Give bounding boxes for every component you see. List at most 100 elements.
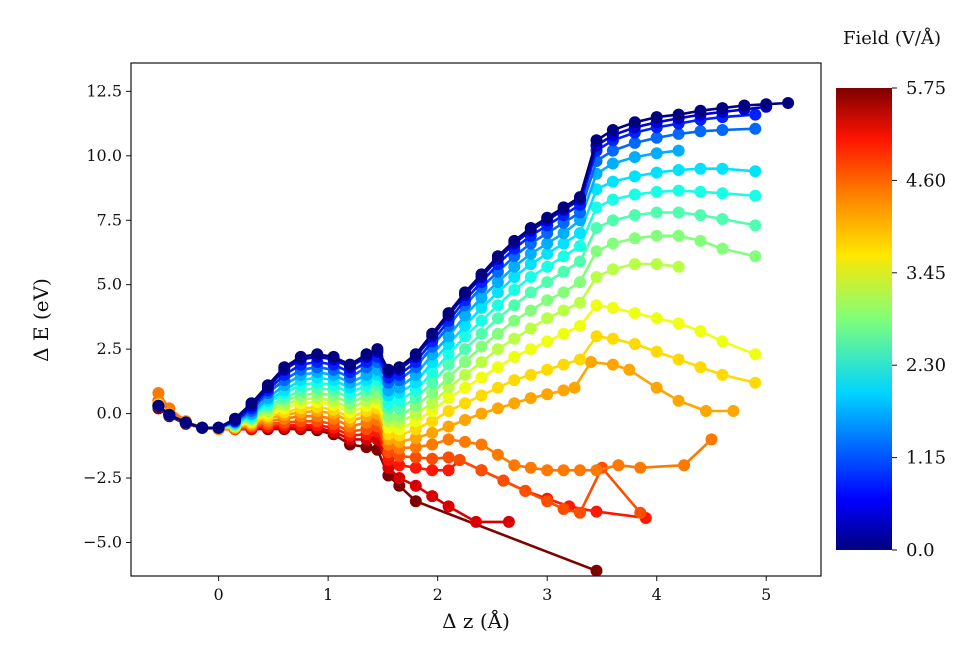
data-point	[426, 438, 439, 451]
data-point	[650, 166, 663, 179]
data-point	[557, 227, 570, 240]
data-point	[152, 399, 165, 412]
data-point	[470, 515, 482, 528]
data-point	[678, 459, 691, 472]
data-point	[453, 454, 466, 466]
data-point	[196, 421, 209, 434]
data-point	[628, 188, 641, 201]
data-point	[749, 219, 762, 232]
data-point	[442, 392, 455, 405]
data-point	[508, 374, 521, 387]
data-point	[409, 461, 422, 474]
data-point	[278, 361, 291, 374]
data-point	[508, 283, 521, 296]
data-point	[163, 408, 176, 421]
data-point	[557, 464, 570, 477]
data-point	[541, 247, 554, 260]
data-point	[574, 353, 586, 366]
data-point	[749, 108, 762, 121]
data-point	[393, 472, 406, 484]
data-point	[524, 286, 537, 299]
data-point	[152, 387, 165, 399]
data-point	[557, 358, 570, 371]
data-point	[749, 165, 762, 178]
data-point	[716, 335, 729, 348]
data-point	[327, 350, 340, 363]
series-field-0	[152, 97, 795, 434]
colorbar-tick-label: 1.15	[906, 448, 946, 469]
data-point	[524, 368, 537, 381]
data-point	[672, 127, 685, 140]
data-point	[716, 242, 729, 255]
data-point	[628, 116, 641, 129]
data-point	[628, 338, 641, 350]
data-point	[606, 237, 619, 250]
data-point	[541, 237, 554, 250]
data-point	[606, 144, 619, 157]
data-point	[491, 312, 504, 325]
y-tick-label: 2.5	[97, 339, 122, 358]
data-point	[650, 185, 663, 198]
data-point	[475, 327, 488, 340]
data-point	[628, 258, 641, 271]
data-point	[475, 301, 488, 314]
data-point	[459, 414, 471, 426]
data-point	[672, 184, 685, 197]
data-point	[393, 361, 406, 374]
data-point	[475, 314, 488, 327]
data-point	[524, 343, 537, 356]
data-point	[672, 317, 685, 330]
data-point	[426, 490, 439, 503]
data-point	[606, 214, 619, 227]
data-point	[426, 327, 439, 340]
data-point	[749, 122, 762, 135]
data-point	[727, 405, 740, 417]
data-point	[442, 381, 455, 394]
data-point	[749, 189, 762, 202]
data-point	[716, 102, 729, 115]
data-point	[442, 348, 455, 361]
data-point	[426, 464, 439, 477]
data-point	[524, 271, 537, 283]
data-point	[590, 464, 603, 477]
data-point	[475, 438, 488, 451]
data-point	[557, 503, 570, 515]
data-point	[442, 500, 455, 513]
data-point	[672, 394, 685, 407]
data-point	[261, 379, 274, 392]
colorbar-tick-label: 2.30	[906, 355, 946, 376]
data-point	[738, 99, 751, 112]
data-point	[590, 245, 603, 258]
data-point	[524, 222, 537, 234]
data-point	[694, 361, 707, 374]
data-point	[491, 299, 504, 312]
data-point	[650, 345, 663, 358]
data-point	[557, 286, 570, 299]
data-point	[524, 322, 537, 335]
data-point	[694, 104, 707, 117]
data-point	[409, 441, 422, 454]
data-point	[749, 376, 762, 389]
data-point	[491, 276, 504, 289]
data-point	[628, 209, 641, 222]
data-point	[344, 358, 356, 371]
data-point	[442, 405, 455, 417]
data-point	[574, 255, 586, 268]
x-axis-ticks: 0 1 2 3 4 5	[214, 576, 771, 604]
data-point	[508, 234, 521, 247]
data-point	[442, 451, 455, 464]
data-point	[508, 459, 521, 472]
data-point	[442, 307, 455, 320]
data-point	[557, 250, 570, 263]
data-point	[426, 415, 439, 428]
data-point	[672, 144, 685, 157]
data-point	[294, 350, 307, 363]
data-point	[524, 304, 537, 317]
data-point	[749, 348, 762, 361]
data-point	[590, 564, 603, 576]
data-point	[409, 432, 422, 445]
data-point	[475, 268, 488, 281]
data-point	[409, 479, 422, 492]
data-point	[459, 330, 471, 343]
data-point	[574, 191, 586, 204]
